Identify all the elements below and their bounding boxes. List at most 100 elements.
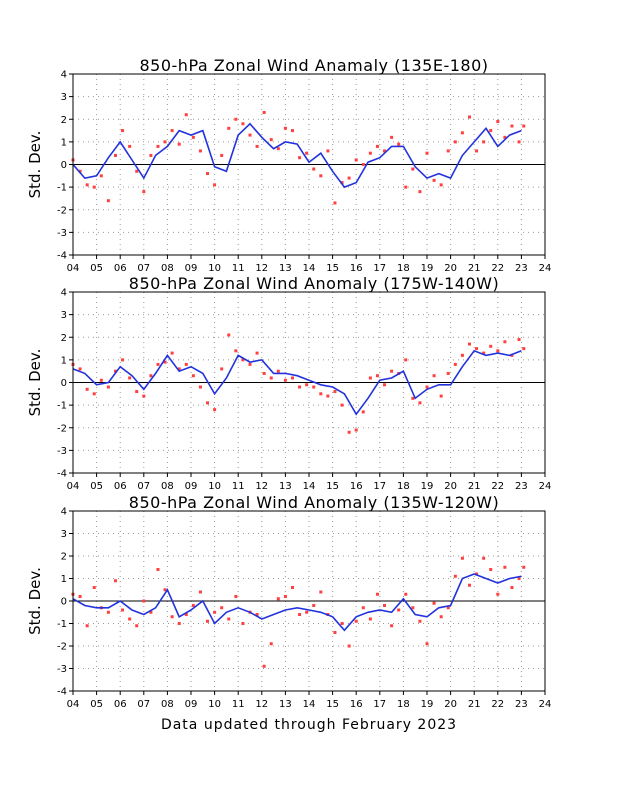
x-tick-label: 23	[515, 481, 528, 492]
x-tick-label: 09	[185, 481, 198, 492]
x-tick-label: 17	[373, 263, 386, 274]
data-point	[453, 140, 457, 144]
x-tick-label: 13	[279, 263, 292, 274]
chart-title: 850-hPa Zonal Wind Anomaly (175W-140W)	[129, 274, 499, 293]
data-point	[128, 376, 132, 380]
y-tick-label: -1	[57, 183, 67, 194]
data-point	[262, 110, 266, 114]
data-point	[510, 586, 514, 589]
y-axis-label: Std. Dev.	[26, 567, 44, 635]
data-point	[411, 606, 415, 610]
data-point	[92, 392, 96, 396]
data-point	[113, 369, 117, 373]
x-tick-label: 21	[468, 481, 481, 492]
data-point	[255, 613, 259, 616]
data-point	[241, 122, 245, 126]
data-point	[78, 169, 82, 173]
y-tick-label: -2	[57, 205, 67, 216]
data-point	[326, 149, 330, 153]
data-point	[383, 149, 387, 153]
x-tick-label: 12	[255, 699, 268, 710]
data-point	[404, 592, 408, 596]
x-tick-label: 17	[373, 481, 386, 492]
data-point	[312, 385, 316, 389]
x-tick-label: 15	[326, 481, 339, 492]
data-point	[340, 181, 344, 185]
x-tick-label: 04	[67, 263, 80, 274]
data-point	[206, 401, 210, 405]
data-point	[85, 183, 89, 187]
data-point	[142, 394, 146, 398]
data-point	[432, 601, 436, 605]
data-point	[227, 126, 231, 130]
y-tick-label: 2	[61, 333, 67, 344]
data-point	[113, 153, 117, 157]
data-point	[522, 124, 526, 128]
data-point	[269, 138, 273, 142]
x-tick-label: 19	[421, 481, 434, 492]
y-tick-label: 3	[61, 529, 67, 540]
data-point	[475, 572, 479, 576]
data-point	[475, 149, 479, 153]
data-point	[333, 390, 337, 394]
data-point	[198, 385, 202, 389]
data-point	[170, 129, 174, 133]
data-point	[522, 347, 526, 351]
x-tick-label: 13	[279, 699, 292, 710]
data-point	[283, 126, 287, 130]
data-point	[517, 140, 521, 144]
data-point	[276, 369, 280, 373]
y-tick-label: -3	[57, 228, 67, 239]
data-point	[361, 163, 365, 166]
data-point	[184, 113, 188, 117]
data-point	[121, 129, 125, 133]
data-point	[326, 394, 330, 398]
data-point	[184, 613, 188, 616]
x-tick-label: 18	[397, 699, 410, 710]
data-point	[418, 619, 422, 623]
data-point	[177, 142, 181, 146]
data-point	[121, 358, 125, 362]
y-tick-label: 1	[61, 355, 67, 366]
data-point	[234, 349, 238, 353]
data-point	[248, 133, 252, 137]
data-point	[319, 392, 323, 396]
x-tick-label: 22	[491, 699, 504, 710]
y-tick-label: -4	[57, 251, 67, 262]
data-point	[156, 144, 160, 148]
data-point	[517, 577, 521, 580]
x-tick-label: 20	[444, 699, 457, 710]
data-point	[347, 644, 351, 648]
data-point	[390, 369, 394, 373]
chart-title: 850-hPa Zonal Wind Anamaly (135E-180)	[139, 56, 488, 75]
x-tick-label: 10	[208, 699, 221, 710]
data-point	[234, 117, 238, 121]
data-point	[262, 664, 266, 668]
data-point	[213, 610, 217, 614]
data-point	[269, 376, 273, 380]
x-tick-label: 21	[468, 263, 481, 274]
x-tick-label: 09	[185, 699, 198, 710]
data-point	[383, 604, 387, 607]
x-tick-label: 18	[397, 263, 410, 274]
data-point	[354, 428, 358, 432]
x-tick-label: 08	[161, 263, 174, 274]
data-point	[170, 615, 174, 619]
x-tick-label: 23	[515, 699, 528, 710]
data-point	[496, 120, 500, 124]
data-point	[503, 340, 507, 344]
data-point	[482, 140, 486, 144]
x-tick-label: 09	[185, 263, 198, 274]
data-point	[227, 333, 231, 337]
x-tick-label: 12	[255, 263, 268, 274]
x-tick-label: 22	[491, 263, 504, 274]
data-point	[390, 135, 394, 139]
data-point	[489, 568, 493, 571]
data-point	[397, 608, 401, 612]
data-point	[312, 167, 316, 171]
data-point	[354, 158, 358, 162]
data-point	[262, 371, 266, 375]
data-point	[305, 151, 309, 155]
x-tick-label: 18	[397, 481, 410, 492]
y-tick-label: 2	[61, 552, 67, 563]
